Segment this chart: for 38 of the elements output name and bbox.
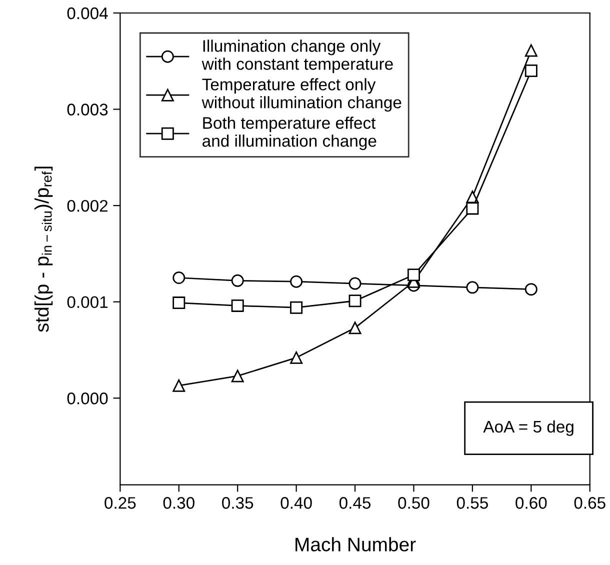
point [172, 379, 186, 392]
point [231, 274, 244, 287]
point [466, 202, 479, 215]
annotation: AoA = 5 deg [483, 420, 574, 436]
point [348, 322, 362, 334]
x-tick-label: 0.60 [516, 497, 547, 509]
y-tick-label: 0.003 [67, 104, 108, 116]
point [231, 299, 244, 312]
x-tick-label: 0.50 [398, 497, 430, 509]
legend-label: Temperature effect only without illumination change [202, 78, 402, 112]
point [524, 64, 538, 78]
legend-label: Both temperature effect and illumination change [202, 116, 376, 150]
point [290, 351, 303, 364]
x-tick-label: 0.30 [163, 497, 194, 509]
point [172, 296, 186, 310]
x-tick-label: 0.65 [574, 497, 606, 509]
y-tick-label: 0.004 [67, 7, 108, 20]
y-axis-title: std[(p - p$_{in−situ}$)/p$_{ref}$] [34, 166, 53, 332]
x-tick-label: 0.45 [339, 497, 371, 509]
point [290, 275, 303, 288]
x-axis-title: Mach Number [296, 537, 416, 552]
point [231, 370, 244, 382]
x-tick-label: 0.25 [104, 497, 136, 509]
point [407, 268, 420, 282]
point [524, 44, 538, 57]
y-tick-label: 0.001 [67, 296, 108, 308]
y-tick-label: 0.000 [67, 392, 108, 404]
x-tick-label: 0.35 [222, 497, 254, 509]
point [348, 294, 362, 308]
point [466, 281, 479, 294]
point [348, 277, 362, 290]
y-tick-label: 0.002 [67, 200, 108, 212]
point [172, 272, 186, 284]
x-tick-label: 0.40 [280, 497, 312, 509]
x-tick-label: 0.55 [456, 497, 488, 509]
point [290, 301, 303, 314]
point [524, 283, 538, 296]
legend-label: Illumination change only with constant temperature [202, 40, 393, 74]
